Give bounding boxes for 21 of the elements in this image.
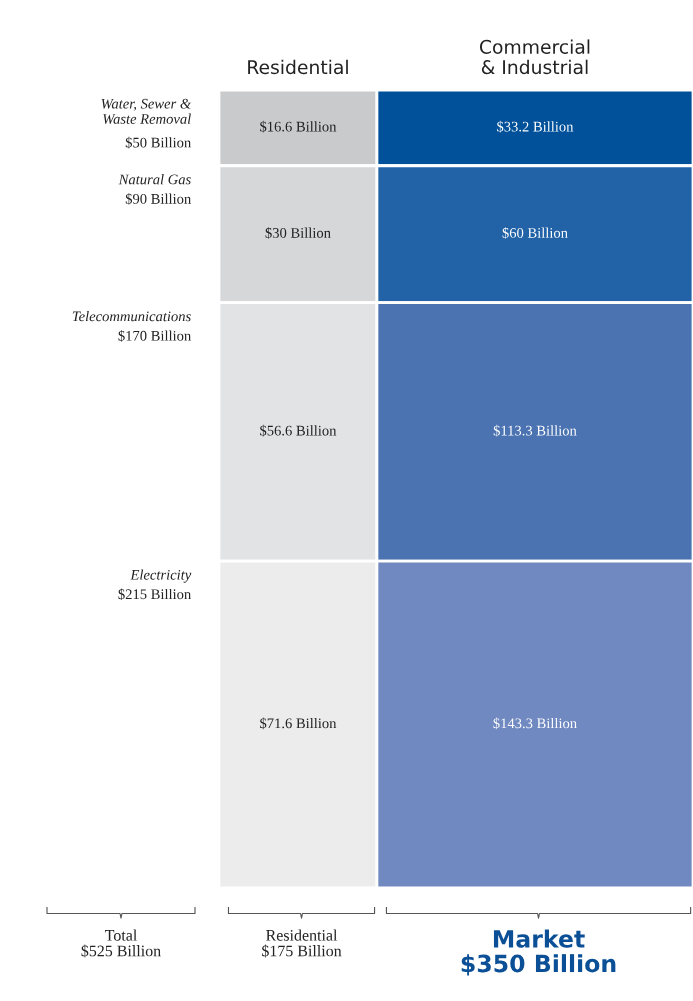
- text: $50 Billion: [125, 136, 191, 149]
- data-label: $56.6 Billion: [260, 424, 337, 437]
- data-label: $30 Billion: [265, 227, 331, 239]
- series-label: Residential: [248, 59, 348, 75]
- category-label: Electricity: [130, 569, 192, 583]
- data-label: $113.3 Billion: [493, 424, 577, 437]
- category-label: Telecommunications: [72, 310, 191, 322]
- data-label: $16.6 Billion: [260, 120, 337, 133]
- category-label: Water, Sewer & Waste Removal: [101, 98, 192, 124]
- text: $215 Billion: [118, 588, 191, 601]
- text: Total $525 Billion: [81, 929, 161, 958]
- text: Residential $175 Billion: [262, 929, 342, 958]
- data-label: $60 Billion: [502, 227, 568, 239]
- data-label: $33.2 Billion: [497, 120, 574, 133]
- data-label: $71.6 Billion: [260, 717, 337, 730]
- text: $90 Billion: [125, 193, 191, 205]
- text: $170 Billion: [118, 330, 191, 342]
- data-label: $143.3 Billion: [493, 717, 577, 730]
- text: Market $350 Billion: [461, 929, 616, 976]
- series-label: Commercial & Industrial: [479, 39, 590, 75]
- category-label: Natural Gas: [118, 174, 191, 185]
